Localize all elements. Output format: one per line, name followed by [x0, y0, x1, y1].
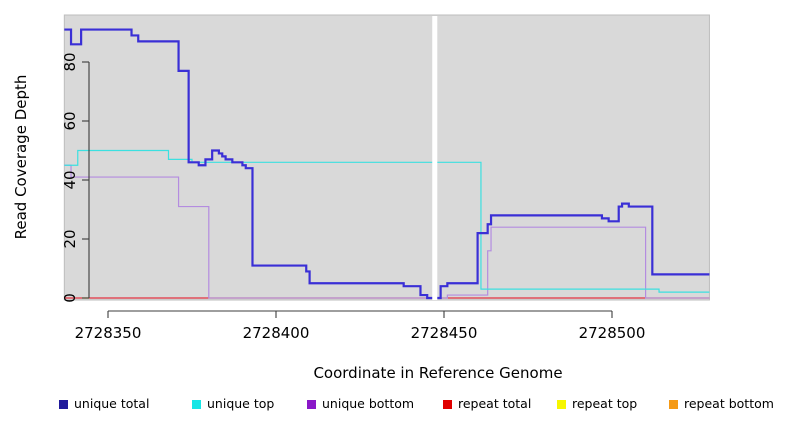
series-group	[64, 28, 710, 300]
y-axis-title: Read Coverage Depth	[12, 75, 30, 240]
legend-swatch-repeat-top	[557, 400, 566, 409]
x-tick-label: 2728450	[411, 324, 478, 342]
x-tick-label: 2728350	[75, 324, 142, 342]
x-axis-title: Coordinate in Reference Genome	[313, 364, 562, 382]
legend-swatch-repeat-bottom	[669, 400, 678, 409]
series-line-unique-total	[64, 28, 710, 300]
legend-swatch-repeat-total	[443, 400, 452, 409]
x-axis: 2728350 2728400 2728450 2728500	[75, 310, 646, 342]
plot-panel-background	[63, 14, 710, 301]
y-axis: 0 20 40 60 80	[61, 52, 90, 303]
data-gap-region	[432, 16, 438, 300]
chart-legend: unique total unique top unique bottom repea…	[59, 396, 774, 411]
y-tick-label: 80	[61, 52, 79, 71]
y-tick-label: 20	[61, 229, 79, 248]
x-tick-label: 2728500	[579, 324, 646, 342]
series-line-unique-top	[64, 149, 710, 293]
legend-label-unique-bottom: unique bottom	[322, 396, 414, 411]
legend-label-repeat-bottom: repeat bottom	[684, 396, 774, 411]
y-tick-label: 60	[61, 111, 79, 130]
x-tick-label: 2728400	[243, 324, 310, 342]
y-tick-label: 0	[61, 293, 79, 303]
legend-swatch-unique-bottom	[307, 400, 316, 409]
y-tick-label: 40	[61, 170, 79, 189]
legend-label-repeat-top: repeat top	[572, 396, 637, 411]
legend-label-repeat-total: repeat total	[458, 396, 531, 411]
legend-swatch-unique-top	[192, 400, 201, 409]
legend-swatch-unique-total	[59, 400, 68, 409]
legend-label-unique-total: unique total	[74, 396, 149, 411]
legend-label-unique-top: unique top	[207, 396, 274, 411]
